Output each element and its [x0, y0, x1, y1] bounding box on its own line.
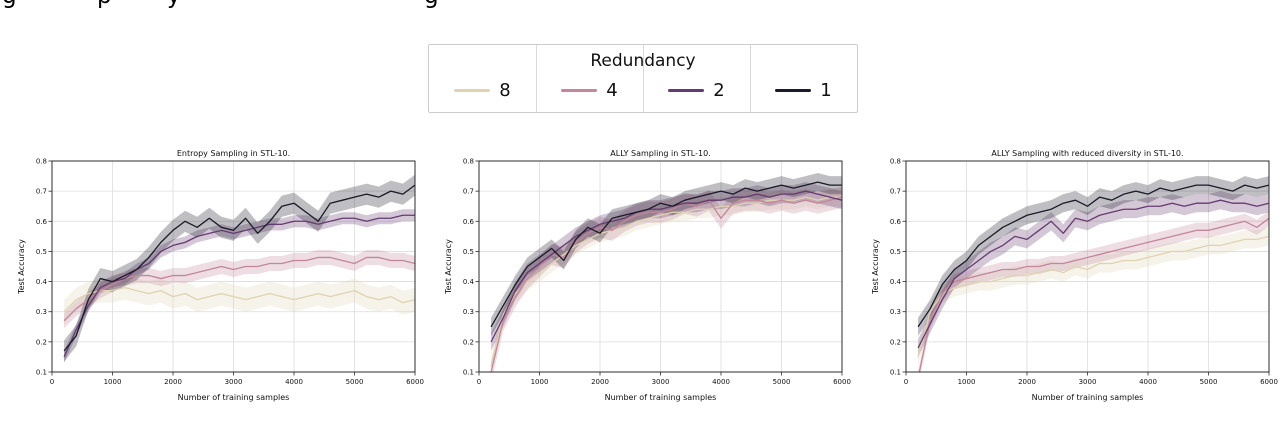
svg-text:0.1: 0.1	[463, 369, 474, 377]
svg-text:0.8: 0.8	[36, 158, 47, 166]
legend-entry-redundancy-1: 1	[750, 80, 857, 101]
svg-text:ALLY Sampling in STL-10.: ALLY Sampling in STL-10.	[610, 149, 710, 158]
svg-text:Test Accuracy: Test Accuracy	[17, 239, 26, 295]
legend-entries: 8 4 2 1	[429, 73, 857, 112]
svg-text:2000: 2000	[164, 378, 182, 386]
svg-text:Number of training samples: Number of training samples	[178, 393, 290, 402]
svg-text:5000: 5000	[1200, 378, 1218, 386]
svg-text:0.4: 0.4	[463, 278, 475, 286]
svg-text:3000: 3000	[225, 378, 243, 386]
legend-entry-label: 2	[713, 80, 725, 101]
svg-text:0.3: 0.3	[463, 308, 474, 316]
svg-text:4000: 4000	[285, 378, 303, 386]
chart-svg-ally-reduced: 0 1000 2000 3000 4000 5000 6000 0.1 0.2 0.3 0.4 0.5…	[871, 149, 1278, 402]
svg-text:0.8: 0.8	[890, 158, 901, 166]
legend-inner: Redundancy 8 4 2 1	[429, 45, 857, 112]
svg-text:Test Accuracy: Test Accuracy	[871, 239, 880, 295]
svg-text:0.5: 0.5	[36, 248, 47, 256]
legend-entry-redundancy-4: 4	[536, 80, 643, 101]
legend-entry-label: 8	[499, 80, 511, 101]
clipped-caption-fragment: g p y g	[0, 0, 600, 11]
svg-text:3000: 3000	[652, 378, 670, 386]
svg-text:2000: 2000	[1018, 378, 1036, 386]
svg-text:4000: 4000	[712, 378, 730, 386]
svg-text:6000: 6000	[406, 378, 424, 386]
legend-divider	[750, 45, 751, 112]
svg-text:0.5: 0.5	[463, 248, 474, 256]
legend-entry-redundancy-8: 8	[429, 80, 536, 101]
caption-fragment-letter: g	[424, 0, 439, 9]
chart-ally-sampling: 0 1000 2000 3000 4000 5000 6000 0.1 0.2 0.3 0.4 0.5…	[441, 146, 853, 408]
svg-text:0.3: 0.3	[890, 308, 901, 316]
svg-text:Number of training samples: Number of training samples	[605, 393, 717, 402]
svg-text:3000: 3000	[1079, 378, 1097, 386]
svg-text:1000: 1000	[958, 378, 976, 386]
chart-ally-reduced-diversity: 0 1000 2000 3000 4000 5000 6000 0.1 0.2 0.3 0.4 0.5…	[868, 146, 1280, 408]
svg-text:2000: 2000	[591, 378, 609, 386]
svg-text:Test Accuracy: Test Accuracy	[444, 239, 453, 295]
caption-fragment-letter: g	[2, 0, 17, 9]
legend-divider	[536, 45, 537, 112]
svg-text:0.3: 0.3	[36, 308, 47, 316]
chart-svg-ally: 0 1000 2000 3000 4000 5000 6000 0.1 0.2 0.3 0.4 0.5…	[444, 149, 851, 402]
legend-title: Redundancy	[590, 51, 696, 71]
legend-entry-label: 4	[606, 80, 618, 101]
svg-text:0.8: 0.8	[463, 158, 474, 166]
legend-divider	[643, 45, 644, 112]
svg-text:ALLY Sampling with reduced div: ALLY Sampling with reduced diversity in …	[991, 149, 1183, 158]
legend-entry-label: 1	[820, 80, 832, 101]
svg-text:0.6: 0.6	[463, 218, 475, 226]
chart-entropy-sampling: 0 1000 2000 3000 4000 5000 6000 0.1 0.2 0.3 0.4 0.5…	[14, 146, 426, 408]
svg-text:0.7: 0.7	[36, 188, 47, 196]
svg-text:0.2: 0.2	[463, 338, 474, 346]
svg-text:0.2: 0.2	[890, 338, 901, 346]
chart-svg-entropy: 0 1000 2000 3000 4000 5000 6000 0.1 0.2 0.3 0.4 0.5…	[17, 149, 424, 402]
svg-text:0: 0	[50, 378, 54, 386]
svg-text:0: 0	[904, 378, 908, 386]
svg-text:6000: 6000	[833, 378, 851, 386]
legend-line-swatch-1	[775, 89, 812, 92]
svg-text:0: 0	[477, 378, 481, 386]
svg-text:5000: 5000	[346, 378, 364, 386]
svg-text:0.2: 0.2	[36, 338, 47, 346]
svg-text:0.4: 0.4	[36, 278, 48, 286]
svg-text:0.6: 0.6	[890, 218, 902, 226]
legend-line-swatch-4	[561, 89, 598, 92]
svg-text:0.6: 0.6	[36, 218, 48, 226]
svg-text:4000: 4000	[1139, 378, 1157, 386]
legend-line-swatch-2	[668, 89, 705, 92]
svg-text:Number of training samples: Number of training samples	[1032, 393, 1144, 402]
svg-text:0.1: 0.1	[36, 369, 47, 377]
svg-text:5000: 5000	[773, 378, 791, 386]
legend: Redundancy 8 4 2 1	[428, 44, 858, 113]
svg-text:0.1: 0.1	[890, 369, 901, 377]
svg-text:6000: 6000	[1260, 378, 1278, 386]
svg-text:Entropy Sampling in STL-10.: Entropy Sampling in STL-10.	[177, 149, 290, 158]
svg-text:1000: 1000	[531, 378, 549, 386]
caption-fragment-letter: p	[97, 0, 112, 9]
svg-text:1000: 1000	[104, 378, 122, 386]
legend-line-swatch-8	[454, 89, 491, 92]
svg-text:0.7: 0.7	[890, 188, 901, 196]
svg-text:0.5: 0.5	[890, 248, 901, 256]
svg-text:0.7: 0.7	[463, 188, 474, 196]
charts-row: 0 1000 2000 3000 4000 5000 6000 0.1 0.2 0.3 0.4 0.5…	[14, 146, 1280, 408]
svg-text:0.4: 0.4	[890, 278, 902, 286]
caption-fragment-letter: y	[167, 0, 181, 9]
legend-entry-redundancy-2: 2	[643, 80, 750, 101]
